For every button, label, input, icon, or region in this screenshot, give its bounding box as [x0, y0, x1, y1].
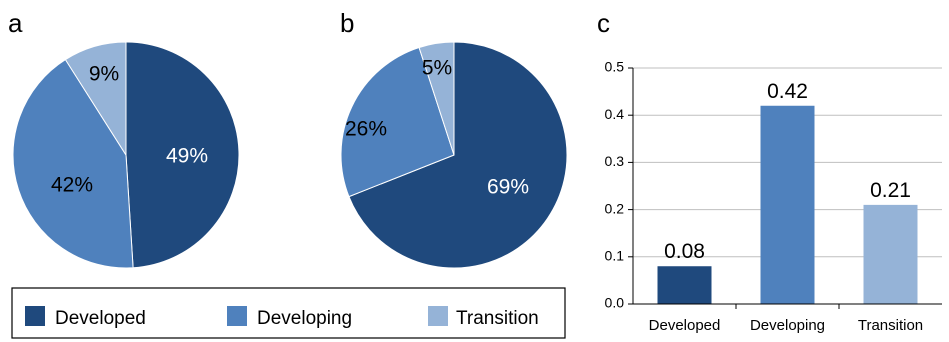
- pie-slice-label-developed: 49%: [166, 145, 208, 168]
- panel-letter-b: b: [340, 8, 354, 38]
- y-tick-label: 0.3: [605, 153, 625, 169]
- y-tick-label: 0.5: [605, 59, 625, 75]
- pie-slice-developed: [348, 41, 568, 269]
- legend-label-transition: Transition: [456, 308, 539, 329]
- bar-value-label-transition: 0.21: [870, 179, 911, 202]
- pie-slice-transition: [418, 41, 455, 156]
- legend-swatch-developing: [227, 306, 247, 326]
- x-category-label-developed: Developed: [649, 317, 721, 334]
- x-category-label-transition: Transition: [858, 317, 923, 334]
- pie-chart-a: 49% 42% 9%: [12, 41, 240, 269]
- bar-transition: [863, 204, 918, 304]
- legend-swatch-developed: [25, 306, 45, 326]
- legend-frame: [11, 287, 566, 339]
- legend-swatch-transition: [428, 306, 448, 326]
- y-tick-label: 0.4: [605, 106, 625, 122]
- bar-developed: [657, 266, 712, 304]
- y-tick-label: 0.2: [605, 200, 625, 216]
- y-axis-ticks: 0.0 0.1 0.2 0.3 0.4 0.5: [605, 59, 633, 311]
- pie-slice-developing: [12, 58, 134, 269]
- legend-label-developing: Developing: [257, 308, 352, 329]
- y-tick-label: 0.0: [605, 295, 625, 311]
- bar-developing: [760, 105, 815, 304]
- x-axis-categories: Developed Developing Transition: [649, 304, 923, 334]
- bar-chart-c: 0.0 0.1 0.2 0.3 0.4 0.5 0.08 0.42 0.21 Develope…: [605, 59, 942, 334]
- bar-value-label-developed: 0.08: [664, 240, 705, 263]
- legend: Developed Developing Transition: [11, 287, 566, 339]
- x-category-label-developing: Developing: [750, 317, 825, 334]
- pie-slice-label-developing: 42%: [51, 174, 93, 197]
- panel-letter-c: c: [597, 8, 610, 38]
- pie-slice-label-developing: 26%: [345, 118, 387, 141]
- pie-slice-developing: [340, 46, 455, 198]
- panel-letter-a: a: [8, 8, 23, 38]
- pie-slice-label-transition: 9%: [89, 63, 119, 86]
- legend-label-developed: Developed: [55, 308, 146, 329]
- bar-marks: 0.08 0.42 0.21: [657, 80, 918, 304]
- bar-value-label-developing: 0.42: [767, 80, 808, 103]
- y-tick-label: 0.1: [605, 248, 625, 264]
- pie-slice-label-developed: 69%: [487, 176, 529, 199]
- pie-slice-developed: [125, 41, 240, 269]
- pie-slice-transition: [64, 41, 127, 157]
- pie-slice-label-transition: 5%: [422, 57, 452, 80]
- pie-chart-b: 69% 26% 5%: [340, 41, 568, 269]
